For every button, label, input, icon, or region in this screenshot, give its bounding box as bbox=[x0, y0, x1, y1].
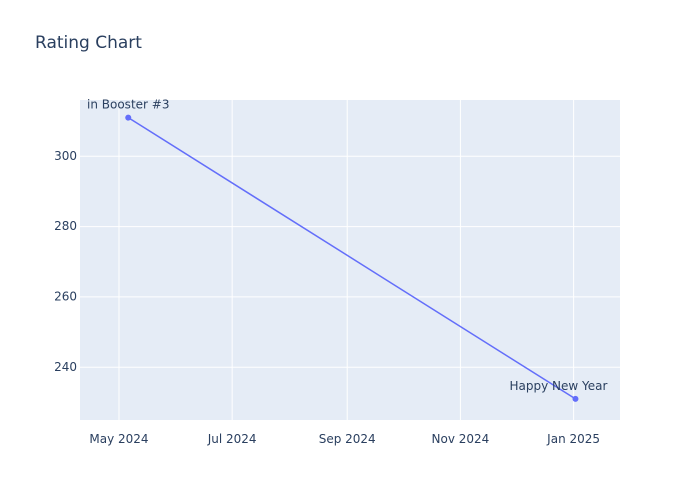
series-line bbox=[127, 116, 576, 400]
grid-layer bbox=[80, 100, 620, 420]
chart-title: Rating Chart bbox=[35, 33, 142, 53]
y-tick-label: 300 bbox=[54, 149, 77, 163]
x-tick-label: May 2024 bbox=[89, 432, 148, 446]
y-tick-label: 260 bbox=[54, 289, 77, 303]
data-point bbox=[125, 114, 132, 121]
y-tick-label: 240 bbox=[54, 360, 77, 374]
x-tick-label: Jul 2024 bbox=[207, 432, 257, 446]
axis-layer: May 2024 Jul 2024 Sep 2024 Nov 2024 Jan 2025… bbox=[54, 149, 600, 446]
x-tick-label: Sep 2024 bbox=[319, 432, 376, 446]
series-layer bbox=[125, 114, 579, 402]
data-point bbox=[572, 395, 579, 402]
data-point-label: Happy New Year bbox=[510, 379, 608, 393]
x-tick-label: Jan 2025 bbox=[546, 432, 600, 446]
y-tick-label: 280 bbox=[54, 219, 77, 233]
plot-background bbox=[80, 100, 620, 420]
label-layer: in Booster #3 Happy New Year bbox=[87, 98, 608, 393]
x-tick-label: Nov 2024 bbox=[432, 432, 490, 446]
data-point-label: in Booster #3 bbox=[87, 98, 169, 112]
